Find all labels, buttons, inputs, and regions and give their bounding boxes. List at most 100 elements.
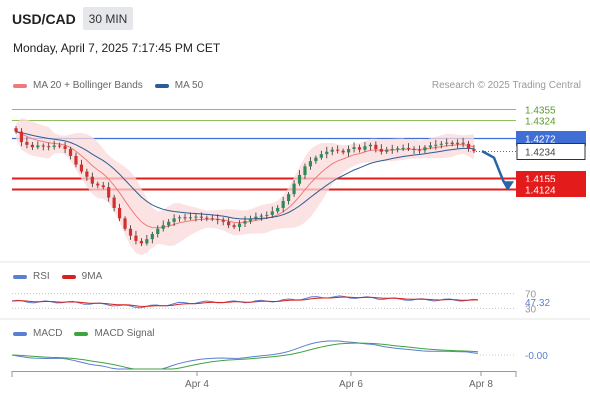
rsi-swatch xyxy=(13,274,27,279)
candle-body xyxy=(363,146,367,150)
forecast-arrowhead xyxy=(502,181,514,191)
candle-body xyxy=(227,221,231,226)
candle-body xyxy=(428,145,432,148)
macd-line xyxy=(11,340,479,370)
ma50-swatch xyxy=(154,83,169,88)
time-axis-label: Apr 6 xyxy=(339,379,363,390)
support-label: 1.4155 xyxy=(525,175,556,186)
candle-body xyxy=(243,221,247,224)
candle-body xyxy=(461,142,465,144)
candle-body xyxy=(63,146,67,149)
macd-last-label: -0.00 xyxy=(525,351,548,362)
candle-body xyxy=(85,171,89,177)
candle-body xyxy=(47,146,51,148)
ma20-swatch xyxy=(13,83,27,88)
rsi-ma-swatch xyxy=(61,274,76,279)
candle-body xyxy=(292,183,296,195)
candle-body xyxy=(161,225,165,229)
macd-signal-line xyxy=(11,342,479,370)
candle-body xyxy=(254,216,258,219)
candle-body xyxy=(297,175,302,184)
candle-body xyxy=(14,128,18,132)
legend-ma50-label: MA 50 xyxy=(174,80,204,91)
candle-body xyxy=(287,194,291,202)
candle-body xyxy=(472,148,476,152)
candle-body xyxy=(281,201,285,208)
candle-body xyxy=(139,240,144,244)
legend-macd-signal-label: MACD Signal xyxy=(94,328,155,339)
time-axis: Apr 4 Apr 6 Apr 8 xyxy=(11,371,517,390)
macd-legend: MACD MACD Signal xyxy=(13,328,154,339)
time-axis-label: Apr 4 xyxy=(185,379,209,390)
legend-rsi-label: RSI xyxy=(33,271,50,282)
candle-body xyxy=(221,220,225,222)
candle-body xyxy=(330,149,334,152)
candle-body xyxy=(396,148,400,150)
candle-body xyxy=(374,144,378,149)
resistance-label: 1.4324 xyxy=(525,117,556,128)
candle-body xyxy=(303,166,307,175)
last-price-tag xyxy=(516,143,586,160)
candle-body xyxy=(156,228,160,234)
candle-body xyxy=(270,211,274,215)
candle-body xyxy=(352,147,356,149)
datetime-label: Monday, April 7, 2025 7:17:45 PM CET xyxy=(13,41,221,55)
candle-body xyxy=(466,143,471,149)
candle-body xyxy=(30,144,34,148)
macd-signal-swatch xyxy=(74,331,89,336)
candle-body xyxy=(412,148,416,150)
candle-body xyxy=(401,147,405,149)
rsi-legend: RSI 9MA xyxy=(13,271,102,282)
candle-body xyxy=(68,148,73,156)
resistance-label: 1.4355 xyxy=(525,106,556,117)
candle-body xyxy=(325,151,329,155)
candle-body xyxy=(336,149,340,151)
macd-swatch xyxy=(13,331,27,336)
candle-body xyxy=(107,187,111,198)
candle-body xyxy=(19,131,24,143)
support-label: 1.4124 xyxy=(525,186,556,197)
rsi-last-label: 47.32 xyxy=(525,298,550,309)
candle-body xyxy=(150,233,154,240)
rsi-ma-line xyxy=(11,296,479,307)
candle-body xyxy=(265,214,269,216)
candle-body xyxy=(456,142,460,145)
candle-body xyxy=(237,223,242,228)
legend-rsi-ma-label: 9MA xyxy=(81,271,103,282)
support-tag xyxy=(516,182,586,197)
pivot-tag xyxy=(516,131,586,146)
time-axis-label: Apr 8 xyxy=(469,379,493,390)
candle-body xyxy=(188,217,193,219)
price-legend: MA 20 + Bollinger Bands MA 50 xyxy=(13,80,203,91)
candle-body xyxy=(417,149,422,151)
candle-body xyxy=(406,147,411,149)
candle-body xyxy=(145,239,149,244)
candle-body xyxy=(450,142,454,145)
rsi-level-label: 30 xyxy=(525,304,537,315)
candle-body xyxy=(423,147,427,151)
candle-body xyxy=(101,185,105,188)
rsi-level-label: 70 xyxy=(525,290,537,301)
candle-body xyxy=(390,148,394,150)
candle-body xyxy=(199,216,203,218)
timeframe-button[interactable]: 30 MIN xyxy=(83,7,133,30)
candle-body xyxy=(74,155,78,165)
candle-body xyxy=(357,147,362,150)
macd-panel: -0.00 xyxy=(11,340,548,370)
candle-body xyxy=(308,161,313,167)
candles xyxy=(14,126,476,247)
candle-body xyxy=(25,142,29,145)
candle-body xyxy=(276,207,280,212)
pivot-label: 1.4272 xyxy=(525,135,556,146)
candle-body xyxy=(346,148,351,153)
candle-body xyxy=(205,217,209,219)
candle-body xyxy=(439,143,443,145)
candle-body xyxy=(216,219,220,221)
candle-body xyxy=(79,164,84,172)
candle-body xyxy=(52,145,56,147)
forecast-arrow xyxy=(481,150,514,191)
candle-body xyxy=(314,157,318,162)
rsi-line xyxy=(11,295,479,309)
